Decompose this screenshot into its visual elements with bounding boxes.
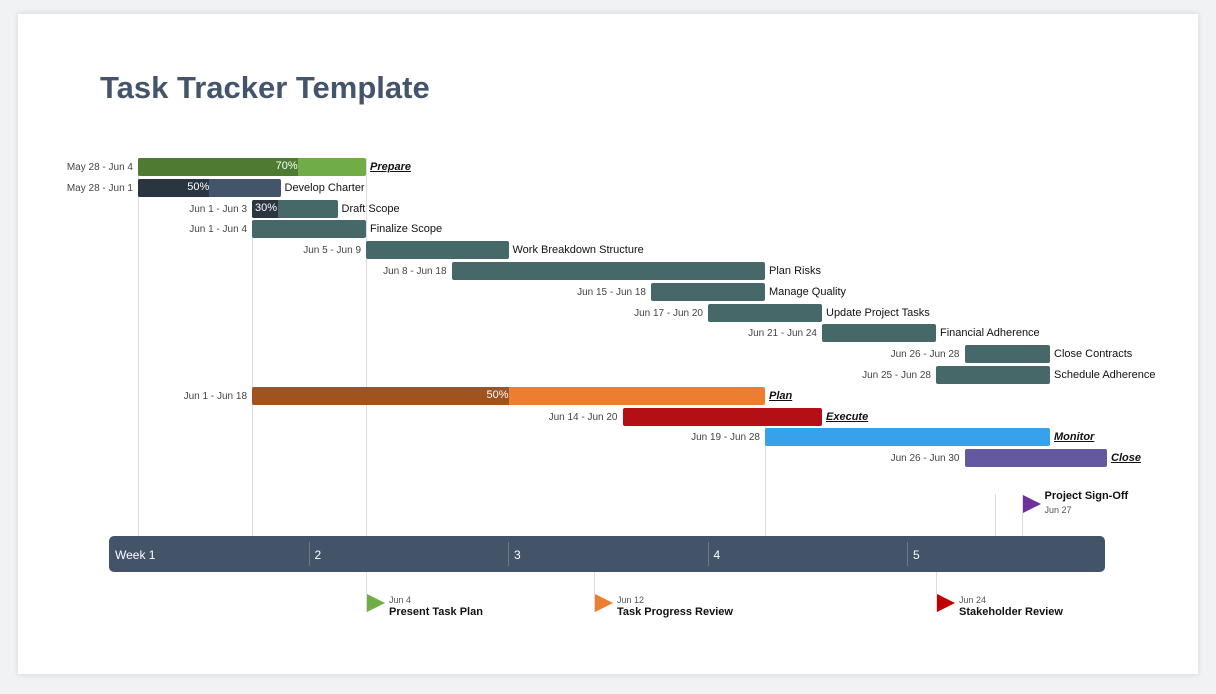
task-dates: Jun 5 - Jun 9 — [303, 245, 361, 257]
milestone-date: Jun 12 — [617, 595, 645, 605]
task-label: Finalize Scope — [370, 223, 443, 236]
week-divider — [707, 542, 709, 566]
milestone-line — [1021, 494, 1023, 536]
task-bar[interactable] — [622, 407, 822, 426]
task-dates: Jun 1 - Jun 18 — [183, 390, 247, 402]
task-label: Update Project Tasks — [826, 306, 930, 319]
task-bar[interactable] — [964, 345, 1050, 364]
task-percent: 50% — [486, 388, 509, 401]
task-bar[interactable]: 70% — [138, 158, 366, 176]
week-label: 5 — [913, 548, 920, 562]
task-bar[interactable] — [765, 428, 1050, 447]
phase-label[interactable]: Monitor — [1054, 431, 1095, 444]
task-dates: May 28 - Jun 4 — [66, 162, 133, 173]
phase-label[interactable]: Execute — [826, 410, 869, 423]
task-dates: Jun 26 - Jun 30 — [890, 453, 960, 465]
task-label: Draft Scope — [341, 202, 400, 215]
week-divider — [308, 542, 310, 566]
task-label: Work Breakdown Structure — [512, 244, 644, 257]
task-dates: May 28 - Jun 1 — [66, 182, 133, 194]
milestone-flag-icon — [1022, 495, 1041, 513]
task-bar[interactable] — [366, 241, 509, 260]
phase-label[interactable]: Prepare — [370, 161, 411, 173]
task-bar[interactable] — [451, 262, 765, 280]
task-dates: Jun 15 - Jun 18 — [577, 286, 646, 298]
task-progress — [252, 386, 509, 405]
gridline — [366, 158, 367, 536]
phase-label[interactable]: Plan — [769, 389, 793, 402]
task-bar[interactable] — [252, 220, 366, 239]
task-dates: Jun 1 - Jun 3 — [189, 203, 247, 215]
task-label: Close Contracts — [1054, 348, 1133, 361]
gridline — [138, 158, 139, 536]
gridline — [765, 420, 766, 536]
task-label: Schedule Adherence — [1054, 369, 1156, 381]
task-bar[interactable] — [936, 366, 1050, 384]
task-dates: Jun 14 - Jun 20 — [548, 411, 618, 423]
task-percent: 70% — [275, 160, 298, 172]
task-bar[interactable] — [651, 282, 765, 301]
task-progress — [138, 158, 298, 176]
gridline — [252, 220, 253, 536]
task-dates: Jun 19 - Jun 28 — [691, 432, 760, 444]
milestone-title: Project Sign-Off — [1044, 490, 1129, 502]
task-progress — [138, 178, 210, 197]
task-dates: Jun 8 - Jun 18 — [383, 266, 447, 277]
phase-label[interactable]: Close — [1111, 452, 1141, 465]
task-bar[interactable]: 50% — [252, 386, 765, 405]
milestone-date: Jun 24 — [959, 595, 987, 605]
task-label: Plan Risks — [769, 265, 821, 277]
task-dates: Jun 25 - Jun 28 — [862, 370, 931, 381]
task-bar[interactable] — [964, 449, 1107, 468]
task-label: Manage Quality — [769, 285, 847, 298]
task-progress — [252, 199, 278, 218]
week-divider — [907, 542, 908, 566]
milestone-title: Stakeholder Review — [959, 606, 1063, 618]
task-percent: 30% — [255, 201, 278, 214]
task-label: Develop Charter — [284, 181, 365, 194]
task-percent: 50% — [187, 180, 210, 193]
week-label: 3 — [514, 548, 521, 562]
milestone-line — [594, 572, 595, 612]
task-label: Financial Adherence — [940, 327, 1040, 340]
task-bar[interactable]: 50% — [138, 178, 281, 197]
task-bar[interactable] — [822, 324, 936, 343]
milestone-date: Jun 4 — [389, 595, 412, 605]
milestone-line — [936, 572, 937, 612]
milestone-title: Task Progress Review — [617, 606, 733, 618]
task-dates: Jun 21 - Jun 24 — [748, 328, 817, 340]
page-title: Task Tracker Template — [100, 70, 430, 105]
milestone-title: Present Task Plan — [389, 606, 483, 618]
task-dates: Jun 1 - Jun 4 — [189, 224, 247, 236]
week-axis: Week 1 2 3 4 5 — [109, 536, 1105, 572]
task-bar[interactable]: 30% — [252, 199, 338, 218]
week-label: Week 1 — [115, 548, 156, 562]
milestone-flag-icon — [595, 594, 613, 612]
gridline — [994, 494, 996, 536]
milestone-flag-icon — [937, 594, 955, 612]
week-label: 2 — [314, 548, 322, 562]
slide — [18, 14, 1198, 674]
task-dates: Jun 26 - Jun 28 — [890, 349, 960, 361]
week-divider — [508, 542, 509, 566]
week-label: 4 — [713, 548, 721, 562]
task-dates: Jun 17 - Jun 20 — [634, 307, 703, 319]
milestone-date: Jun 27 — [1044, 505, 1072, 515]
task-bar[interactable] — [708, 303, 822, 322]
milestone-line — [366, 572, 367, 612]
milestone-flag-icon — [367, 594, 385, 612]
